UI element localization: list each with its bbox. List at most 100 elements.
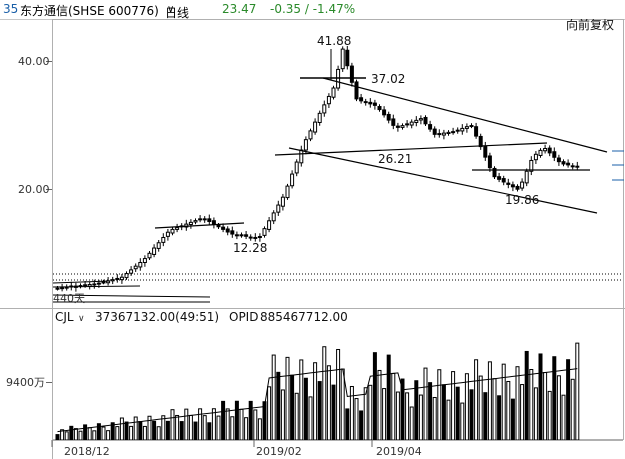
bottom-label-days: 440天 bbox=[53, 292, 85, 305]
candle-body bbox=[161, 236, 166, 243]
candle-body bbox=[547, 147, 552, 154]
volume-bar bbox=[280, 389, 285, 441]
candle-body bbox=[561, 161, 566, 165]
volume-bar-series bbox=[55, 342, 580, 441]
volume-bar bbox=[69, 425, 74, 441]
volume-bar bbox=[478, 375, 483, 441]
volume-bar bbox=[349, 385, 354, 441]
candle-body bbox=[308, 130, 313, 140]
annotation-low-12: 12.28 bbox=[233, 241, 267, 255]
candle-body bbox=[257, 236, 262, 239]
candle-body bbox=[60, 287, 65, 290]
volume-bar bbox=[464, 373, 469, 441]
volume-bar bbox=[129, 425, 134, 441]
candle-body bbox=[428, 124, 433, 130]
volume-bar bbox=[524, 350, 529, 441]
candle-body bbox=[492, 167, 497, 178]
volume-bar bbox=[299, 359, 304, 441]
opid-label: OPID bbox=[229, 310, 258, 324]
volume-bar bbox=[395, 391, 400, 441]
volume-bar bbox=[234, 400, 239, 441]
volume-bar bbox=[441, 384, 446, 441]
candle-body bbox=[409, 121, 414, 126]
stock-code-prefix: 35 bbox=[3, 2, 19, 16]
price-change: -0.35 / -1.47% bbox=[270, 2, 356, 16]
candle-body bbox=[119, 276, 124, 281]
candle-body bbox=[96, 282, 101, 285]
volume-bar bbox=[294, 392, 299, 441]
candle-body bbox=[225, 228, 230, 233]
volume-bar bbox=[520, 384, 525, 441]
volume-bar bbox=[372, 352, 377, 441]
base-line bbox=[154, 222, 245, 229]
volume-bar bbox=[55, 434, 60, 441]
volume-bar bbox=[119, 417, 124, 441]
volume-bar bbox=[515, 366, 520, 441]
candle-body bbox=[230, 230, 235, 235]
annotation-low-19: 19.86 bbox=[505, 193, 539, 207]
candle-body bbox=[349, 65, 354, 83]
adjust-button[interactable]: 向前复权 bbox=[566, 19, 614, 32]
candle-body bbox=[437, 133, 442, 136]
volume-bar bbox=[239, 408, 244, 441]
volume-ma-line bbox=[57, 368, 578, 433]
volume-bar bbox=[455, 386, 460, 441]
annotation-26: 26.21 bbox=[378, 152, 412, 166]
volume-bar bbox=[276, 371, 281, 441]
candle-body bbox=[198, 218, 203, 221]
candle-body bbox=[313, 121, 318, 133]
candle-body bbox=[345, 49, 350, 67]
volume-bar bbox=[179, 421, 184, 441]
volume-bar bbox=[497, 395, 502, 441]
y-tick-label-40: 40.00 bbox=[18, 55, 50, 68]
candle-body bbox=[156, 242, 161, 249]
volume-bar bbox=[326, 365, 331, 441]
candle-body bbox=[395, 125, 400, 128]
candle-body bbox=[244, 234, 249, 237]
candle-body bbox=[506, 182, 511, 185]
volume-bar bbox=[253, 409, 258, 441]
x-tick-label-2019-02: 2019/02 bbox=[256, 445, 302, 458]
volume-bar bbox=[469, 389, 474, 441]
candle-body bbox=[446, 131, 451, 135]
candle-body bbox=[262, 228, 267, 236]
candle-body bbox=[520, 181, 525, 189]
candle-body bbox=[377, 106, 382, 111]
volume-bar bbox=[124, 421, 129, 441]
volume-bar bbox=[354, 398, 359, 441]
volume-bar bbox=[566, 359, 571, 441]
candle-body bbox=[363, 101, 368, 104]
volume-bar bbox=[207, 422, 212, 441]
candle-body bbox=[414, 119, 419, 124]
volume-bar bbox=[561, 394, 566, 441]
candle-body bbox=[386, 113, 391, 121]
volume-bar bbox=[570, 378, 575, 441]
volume-bar bbox=[418, 394, 423, 441]
candle-body bbox=[575, 165, 580, 168]
candle-body bbox=[239, 234, 244, 237]
annotation-high: 41.88 bbox=[317, 34, 351, 48]
volume-bar bbox=[405, 392, 410, 441]
volume-bar bbox=[437, 369, 442, 441]
volume-bar bbox=[483, 392, 488, 441]
candle-body bbox=[101, 281, 106, 284]
candle-body bbox=[285, 185, 290, 199]
volume-bar bbox=[133, 416, 138, 441]
volume-bar bbox=[533, 387, 538, 441]
candle-body bbox=[405, 123, 410, 126]
candle-body bbox=[538, 149, 543, 156]
volume-bar bbox=[391, 372, 396, 441]
channel-lower-line bbox=[288, 147, 598, 214]
candle-body bbox=[474, 126, 479, 137]
volume-indicator-label[interactable]: CJL bbox=[55, 310, 74, 324]
volume-bar bbox=[202, 415, 207, 441]
volume-bar bbox=[336, 348, 341, 441]
candle-body bbox=[556, 157, 561, 163]
volume-bar bbox=[552, 356, 557, 441]
left-line-2 bbox=[52, 285, 141, 288]
volume-bar bbox=[257, 418, 262, 441]
volume-bar bbox=[211, 408, 216, 441]
candle-body bbox=[115, 277, 120, 280]
volume-bar bbox=[428, 382, 433, 441]
volume-bar bbox=[271, 354, 276, 441]
